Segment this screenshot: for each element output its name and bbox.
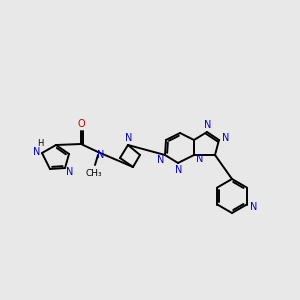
Text: O: O <box>77 119 85 129</box>
Text: N: N <box>125 133 133 143</box>
Text: H: H <box>37 140 43 148</box>
Text: N: N <box>222 133 230 143</box>
Text: N: N <box>66 167 74 177</box>
Text: N: N <box>204 120 212 130</box>
Text: N: N <box>250 202 257 212</box>
Text: N: N <box>33 147 41 157</box>
Text: CH₃: CH₃ <box>86 169 102 178</box>
Text: N: N <box>196 154 204 164</box>
Text: N: N <box>175 165 183 175</box>
Text: N: N <box>157 155 165 165</box>
Text: N: N <box>97 150 105 160</box>
